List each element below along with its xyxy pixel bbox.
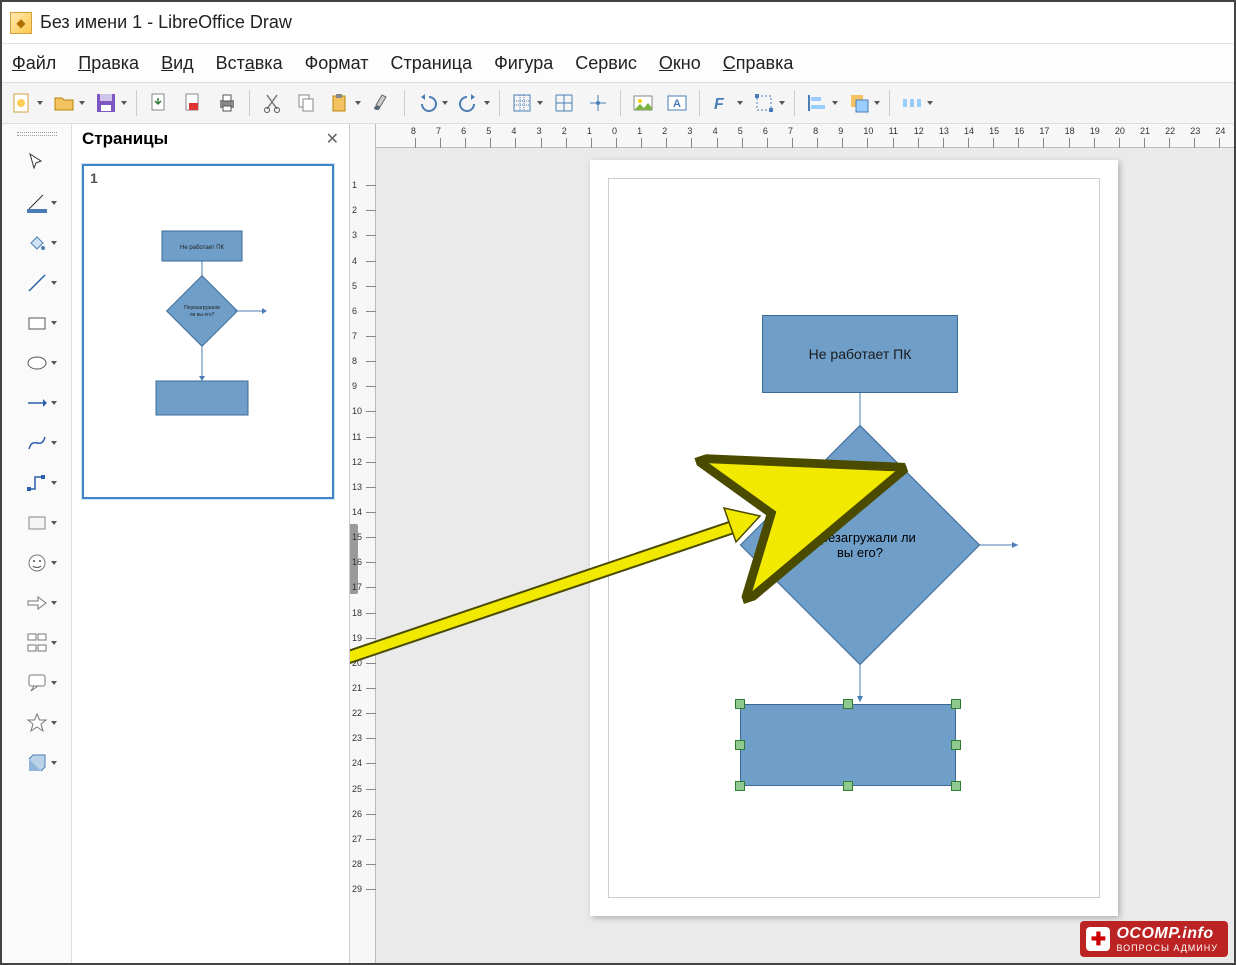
tools-sidebar — [2, 124, 72, 963]
fill-tool[interactable] — [15, 226, 59, 260]
selection-handle[interactable] — [843, 699, 853, 709]
menu-item-вставка[interactable]: Вставка — [216, 53, 283, 74]
rectangle-tool[interactable] — [15, 306, 59, 340]
save-button[interactable] — [92, 89, 120, 117]
align-button[interactable] — [803, 89, 831, 117]
3d-tool[interactable] — [15, 746, 59, 780]
block-arrows-tool[interactable] — [15, 586, 59, 620]
menu-item-страница[interactable]: Страница — [391, 53, 473, 74]
app-icon: ◆ — [10, 12, 32, 34]
selection-handle[interactable] — [735, 740, 745, 750]
symbol-shapes-tool[interactable] — [15, 546, 59, 580]
transform-button[interactable] — [750, 89, 778, 117]
flowchart-node-decision[interactable]: Перезагружали ли вы его? — [775, 460, 945, 630]
page-thumbnail[interactable]: 1 Не работает ПК Перезагружали ли вы его… — [82, 164, 334, 499]
export-pdf-button[interactable] — [179, 89, 207, 117]
paste-button[interactable] — [326, 89, 354, 117]
print-button[interactable] — [213, 89, 241, 117]
new-doc-button[interactable] — [8, 89, 36, 117]
menu-item-формат[interactable]: Формат — [305, 53, 369, 74]
watermark-badge: ✚ OCOMP.info ВОПРОСЫ АДМИНУ — [1080, 921, 1228, 957]
select-tool[interactable] — [15, 146, 59, 180]
sidebar-grip[interactable] — [17, 132, 57, 136]
node-label: Не работает ПК — [809, 346, 912, 362]
selection-handle[interactable] — [951, 740, 961, 750]
insert-image-button[interactable] — [629, 89, 657, 117]
fontwork-button[interactable]: F — [708, 89, 736, 117]
window-titlebar: ◆ Без имени 1 - LibreOffice Draw — [2, 2, 1234, 44]
curve-tool[interactable] — [15, 426, 59, 460]
svg-text:F: F — [714, 96, 725, 113]
line-color-tool[interactable] — [15, 186, 59, 220]
canvas-area[interactable]: 1234567891011121314151617181920212223242… — [350, 124, 1234, 963]
callout-tool[interactable] — [15, 666, 59, 700]
node-label: Перезагружали ли вы его? — [795, 530, 925, 560]
copy-button[interactable] — [292, 89, 320, 117]
menu-item-сервис[interactable]: Сервис — [575, 53, 637, 74]
menu-item-фигура[interactable]: Фигура — [494, 53, 553, 74]
export-button[interactable] — [145, 89, 173, 117]
flowchart-node-process[interactable] — [740, 704, 956, 786]
ellipse-tool[interactable] — [15, 346, 59, 380]
horizontal-ruler: 8765432101234567891011121314151617181920… — [376, 124, 1234, 148]
page-number: 1 — [90, 170, 98, 186]
menu-item-правка[interactable]: Правка — [78, 53, 139, 74]
svg-text:Перезагружали: Перезагружали — [184, 305, 220, 311]
selection-handle[interactable] — [951, 781, 961, 791]
clone-format-button[interactable] — [368, 89, 396, 117]
stars-tool[interactable] — [15, 706, 59, 740]
menu-item-вид[interactable]: Вид — [161, 53, 194, 74]
watermark-line2: ВОПРОСЫ АДМИНУ — [1116, 943, 1218, 953]
arrange-button[interactable] — [845, 89, 873, 117]
basic-shapes-tool[interactable] — [15, 506, 59, 540]
selection-handle[interactable] — [735, 699, 745, 709]
selection-handle[interactable] — [843, 781, 853, 791]
svg-text:ли вы его?: ли вы его? — [190, 312, 215, 318]
distribute-button[interactable] — [898, 89, 926, 117]
undo-button[interactable] — [413, 89, 441, 117]
insert-textbox-button[interactable]: A — [663, 89, 691, 117]
redo-button[interactable] — [455, 89, 483, 117]
watermark-line1: OCOMP.info — [1116, 925, 1218, 943]
selection-handle[interactable] — [951, 699, 961, 709]
svg-text:Не работает ПК: Не работает ПК — [180, 245, 225, 251]
vertical-ruler: 1234567891011121314151617181920212223242… — [350, 124, 376, 963]
thumbnail-preview: Не работает ПК Перезагружали ли вы его? — [84, 166, 336, 501]
drawing-page[interactable]: Не работает ПК Перезагружали ли вы его? — [590, 160, 1118, 916]
watermark-icon: ✚ — [1086, 927, 1110, 951]
snap-grid-button[interactable] — [550, 89, 578, 117]
flowchart-node-start[interactable]: Не работает ПК — [762, 315, 958, 393]
grid-button[interactable] — [508, 89, 536, 117]
arrow-line-tool[interactable] — [15, 386, 59, 420]
line-tool[interactable] — [15, 266, 59, 300]
open-button[interactable] — [50, 89, 78, 117]
guides-button[interactable] — [584, 89, 612, 117]
connector-tool[interactable] — [15, 466, 59, 500]
window-title: Без имени 1 - LibreOffice Draw — [40, 12, 292, 33]
close-panel-icon[interactable]: ✕ — [326, 129, 339, 149]
svg-text:A: A — [673, 98, 681, 110]
main-toolbar: A F — [2, 82, 1234, 124]
pages-panel-title: Страницы — [82, 129, 168, 149]
menu-item-справка[interactable]: Справка — [723, 53, 794, 74]
menu-item-файл[interactable]: Файл — [12, 53, 56, 74]
menu-bar: Файл Правка Вид Вставка Формат Страница Фигура… — [2, 44, 1234, 82]
selection-handle[interactable] — [735, 781, 745, 791]
flowchart-tool[interactable] — [15, 626, 59, 660]
pages-panel: Страницы ✕ 1 Не работает ПК Перезагружал… — [72, 124, 350, 963]
cut-button[interactable] — [258, 89, 286, 117]
menu-item-окно[interactable]: Окно — [659, 53, 701, 74]
